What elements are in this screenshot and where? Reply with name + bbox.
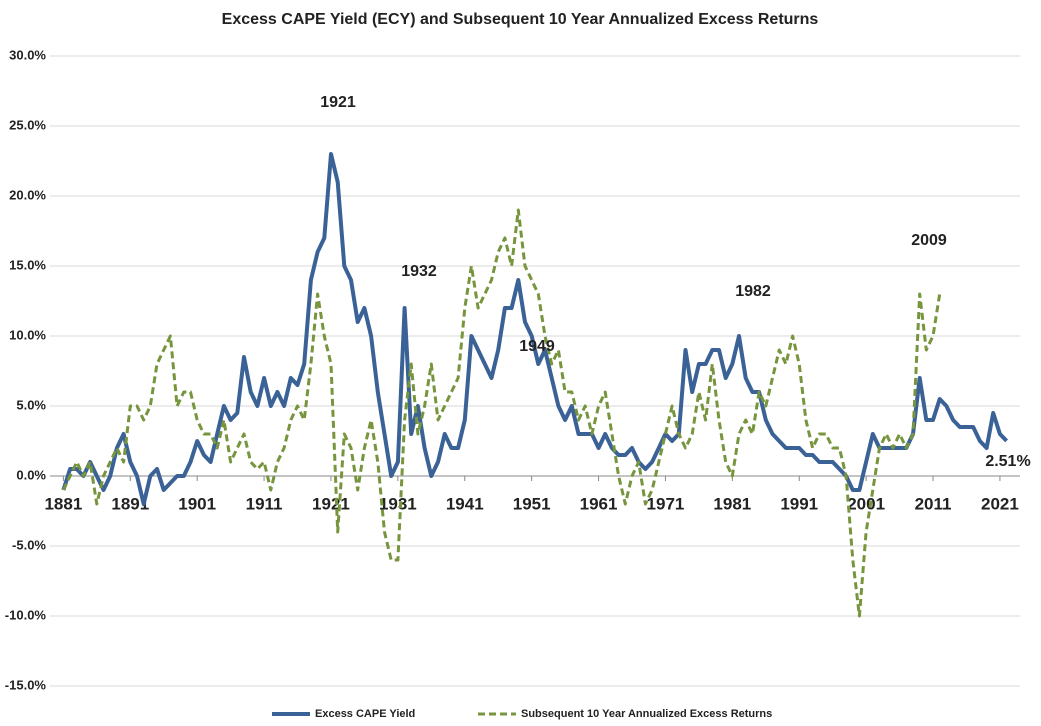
y-tick-label: 30.0% (9, 47, 46, 62)
y-tick-label: 20.0% (9, 187, 46, 202)
annotation: 2.51% (985, 453, 1030, 470)
x-tick-label: 1911 (246, 494, 283, 513)
x-tick-label: 1951 (513, 494, 551, 513)
x-tick-label: 1931 (379, 494, 417, 513)
x-tick-label: 1941 (446, 494, 484, 513)
x-tick-label: 2001 (847, 494, 885, 513)
x-tick-label: 1901 (178, 494, 216, 513)
annotation: 2009 (911, 232, 947, 249)
legend-label: Subsequent 10 Year Annualized Excess Ret… (521, 708, 772, 720)
annotation: 1921 (320, 94, 356, 111)
series-line (62, 208, 942, 618)
annotation: 1932 (401, 263, 437, 280)
x-tick-label: 1961 (580, 494, 618, 513)
y-tick-label: 10.0% (9, 327, 46, 342)
y-tick-label: -15.0% (5, 677, 47, 692)
y-tick-label: 15.0% (9, 257, 46, 272)
y-tick-label: 5.0% (16, 397, 46, 412)
legend-label: Excess CAPE Yield (315, 708, 415, 720)
series-line (61, 152, 1009, 506)
x-tick-label: 1881 (44, 494, 82, 513)
annotation: 1982 (735, 283, 771, 300)
y-tick-label: -10.0% (5, 607, 47, 622)
x-tick-label: 2021 (981, 494, 1019, 513)
x-tick-label: 2011 (915, 494, 952, 513)
x-tick-label: 1891 (111, 494, 149, 513)
x-tick-label: 1991 (780, 494, 818, 513)
x-tick-label: 1981 (713, 494, 751, 513)
y-tick-label: 0.0% (16, 467, 46, 482)
x-tick-label: 1921 (312, 494, 350, 513)
x-tick-label: 1971 (647, 494, 685, 513)
annotation: 1949 (519, 338, 555, 355)
y-tick-label: -5.0% (12, 537, 46, 552)
y-tick-label: 25.0% (9, 117, 46, 132)
chart-title: Excess CAPE Yield (ECY) and Subsequent 1… (222, 11, 819, 28)
